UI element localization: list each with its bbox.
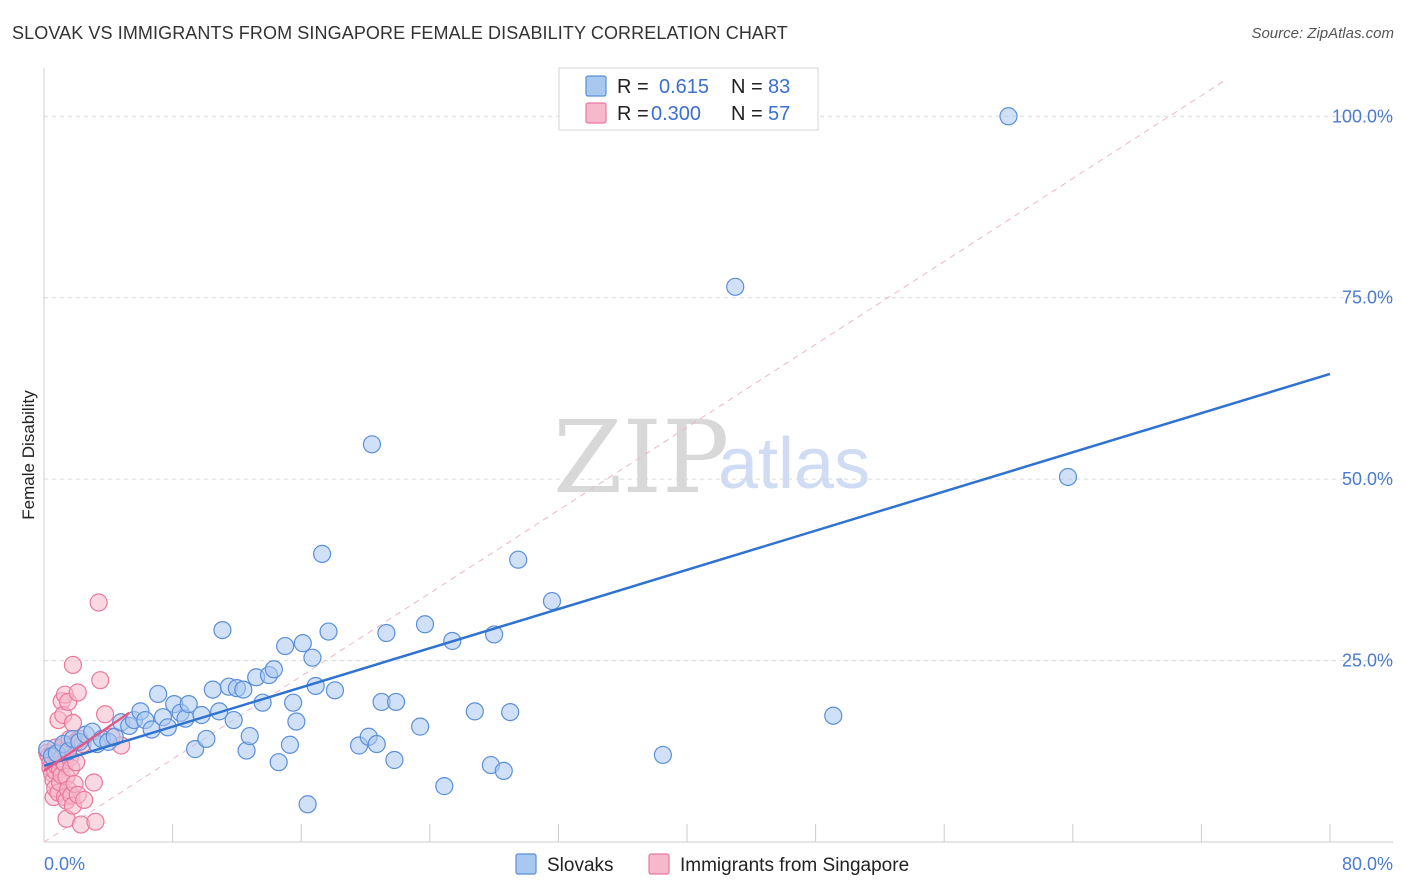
y-tick-label-1: 50.0%: [1342, 469, 1393, 489]
slovaks-point-31: [213, 620, 232, 640]
y-axis-label: Female Disability: [19, 390, 38, 520]
slovaks-point-35: [234, 680, 253, 699]
slovaks-point-76: [999, 107, 1018, 126]
legend-swatch-slovaks: [585, 75, 607, 97]
bottom-legend: Slovaks Immigrants from Singapore: [515, 853, 909, 876]
legend-swatch-singapore: [585, 102, 607, 124]
slovaks-point-66: [465, 702, 484, 721]
x-tick-max: 80.0%: [1342, 854, 1393, 874]
singapore-point-51: [86, 812, 105, 831]
singapore-point-52: [89, 593, 108, 612]
slovaks-point-59: [377, 623, 396, 643]
bottom-legend-swatch-slovaks: [515, 853, 537, 875]
singapore-point-49: [75, 790, 94, 810]
slovaks-point-53: [325, 681, 345, 700]
legend: R = 0.615 N = 83 R = 0.300 N = 57: [558, 67, 819, 131]
slovaks-point-75: [824, 706, 843, 725]
slovaks-point-48: [298, 795, 317, 814]
legend-r-label-slovaks: R =: [617, 76, 649, 98]
slovaks-point-57: [367, 734, 386, 754]
bottom-legend-label-slovaks: Slovaks: [547, 855, 614, 876]
source-credit: Source: ZipAtlas.com: [1251, 25, 1394, 42]
slovaks-point-33: [224, 710, 243, 730]
slovaks-point-46: [287, 712, 306, 731]
legend-n-label-slovaks: N =: [731, 76, 763, 98]
slovaks-point-74: [726, 277, 745, 296]
legend-r-value-slovaks: 0.615: [659, 76, 709, 98]
slovaks-point-42: [269, 753, 288, 772]
series-slovaks: [38, 107, 1078, 814]
singapore-point-53: [91, 671, 110, 690]
legend-n-value-slovaks: 83: [768, 76, 790, 98]
watermark-atlas: atlas: [718, 424, 870, 504]
legend-r-value-singapore: 0.300: [651, 103, 701, 125]
trend-line-singapore: [43, 711, 130, 772]
chart-title: SLOVAK VS IMMIGRANTS FROM SINGAPORE FEMA…: [12, 23, 788, 43]
slovaks-point-41: [264, 660, 283, 679]
slovaks-point-62: [411, 717, 430, 736]
trend-line-slovaks: [43, 372, 1331, 767]
y-tick-labels: 25.0% 50.0% 75.0% 100.0%: [1332, 106, 1393, 670]
slovaks-point-60: [385, 750, 404, 770]
slovaks-point-51: [312, 544, 332, 563]
bottom-legend-swatch-singapore: [648, 853, 670, 875]
trend-lines: [43, 372, 1331, 772]
slovaks-point-45: [284, 693, 303, 712]
slovaks-point-64: [435, 777, 454, 796]
slovaks-point-26: [186, 740, 205, 759]
singapore-point-39: [63, 655, 83, 675]
x-tick-min: 0.0%: [44, 854, 85, 874]
slovaks-point-61: [386, 692, 406, 712]
slovaks-point-43: [276, 636, 295, 656]
axes: [43, 68, 1393, 843]
singapore-point-45: [68, 683, 87, 702]
slovaks-point-44: [280, 735, 300, 754]
singapore-point-50: [84, 773, 103, 792]
singapore-point-54: [95, 705, 115, 724]
slovaks-point-56: [362, 435, 382, 454]
slovaks-point-52: [319, 622, 338, 641]
y-tick-label-2: 75.0%: [1342, 288, 1393, 308]
watermark-zip: ZIP: [553, 399, 729, 516]
slovaks-point-29: [203, 680, 222, 699]
slovaks-point-25: [179, 695, 198, 714]
slovaks-point-63: [415, 615, 435, 634]
slovaks-point-19: [149, 684, 168, 704]
slovaks-point-71: [509, 550, 528, 569]
gridlines: [44, 115, 1393, 662]
slovaks-point-73: [653, 745, 672, 765]
legend-r-label-singapore: R =: [617, 103, 649, 125]
y-tick-label-0: 25.0%: [1342, 651, 1393, 671]
slovaks-point-77: [1058, 467, 1078, 487]
y-tick-label-3: 100.0%: [1332, 106, 1393, 126]
legend-n-label-singapore: N =: [731, 103, 763, 125]
slovaks-point-70: [501, 702, 520, 722]
slovaks-point-37: [240, 726, 259, 746]
slovaks-point-47: [293, 634, 312, 653]
series-immigrants-from-singapore: [38, 593, 131, 834]
slovaks-point-72: [542, 591, 562, 611]
bottom-legend-label-singapore: Immigrants from Singapore: [680, 855, 909, 876]
slovaks-point-69: [494, 761, 513, 780]
legend-n-value-singapore: 57: [768, 103, 790, 125]
slovaks-point-49: [303, 648, 322, 667]
slovaks-point-28: [197, 729, 216, 749]
